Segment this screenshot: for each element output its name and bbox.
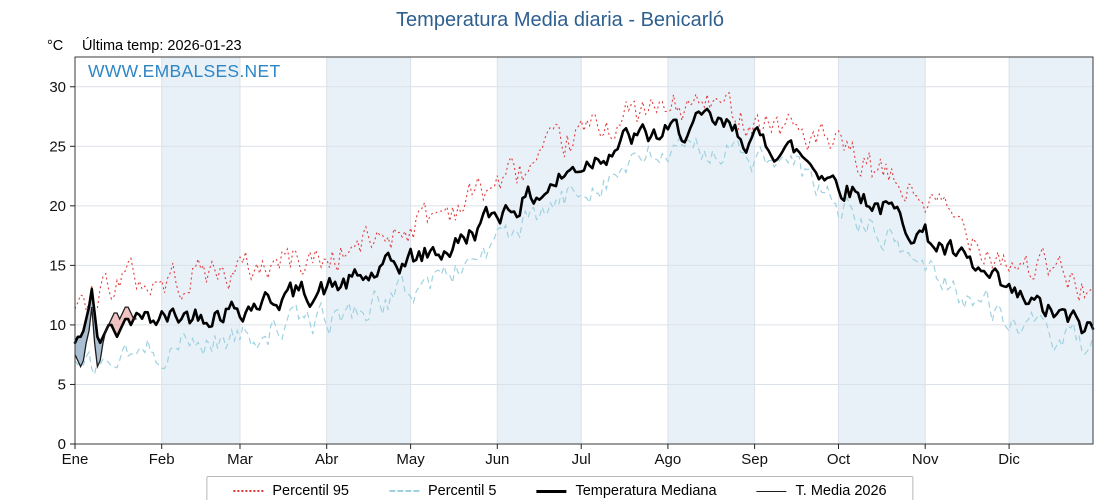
last-temp-label: Última temp: 2026-01-23 (82, 38, 242, 54)
svg-text:Jun: Jun (485, 451, 509, 468)
svg-text:30: 30 (49, 79, 66, 96)
svg-text:Dic: Dic (998, 451, 1020, 468)
legend-label: Percentil 5 (427, 483, 497, 499)
svg-text:Sep: Sep (741, 451, 768, 468)
chart-title: Temperatura Media diaria - Benicarló (396, 9, 724, 31)
legend-label: T. Media 2026 (795, 483, 887, 499)
svg-text:Nov: Nov (912, 451, 939, 468)
percentil-5-line-swatch (388, 490, 419, 492)
svg-text:5: 5 (58, 376, 66, 393)
legend-label: Temperatura Mediana (575, 483, 717, 499)
legend-item-mediana: Temperatura Mediana (536, 483, 717, 499)
legend-item-t-media-2026: T. Media 2026 (756, 483, 887, 499)
svg-text:Ene: Ene (62, 451, 89, 468)
t-media-2026-line-swatch (756, 490, 787, 492)
svg-text:Oct: Oct (827, 451, 851, 468)
percentil-95-line-swatch (233, 490, 264, 492)
watermark: WWW.EMBALSES.NET (88, 61, 281, 81)
y-axis-unit-label: °C (47, 38, 64, 54)
legend-label: Percentil 95 (272, 483, 349, 499)
svg-text:May: May (396, 451, 425, 468)
legend: Percentil 95 Percentil 5 Temperatura Med… (206, 476, 914, 500)
legend-item-percentil-5: Percentil 5 (388, 483, 497, 499)
legend-item-percentil-95: Percentil 95 (233, 483, 349, 499)
svg-text:Mar: Mar (227, 451, 253, 468)
svg-text:Feb: Feb (149, 451, 175, 468)
svg-text:Ago: Ago (655, 451, 682, 468)
svg-text:20: 20 (49, 198, 66, 215)
svg-text:0: 0 (58, 436, 66, 453)
svg-text:10: 10 (49, 317, 66, 334)
svg-text:Jul: Jul (572, 451, 591, 468)
svg-text:15: 15 (49, 257, 66, 274)
mediana-line-swatch (536, 489, 567, 493)
svg-text:25: 25 (49, 138, 66, 155)
svg-text:Abr: Abr (315, 451, 338, 468)
